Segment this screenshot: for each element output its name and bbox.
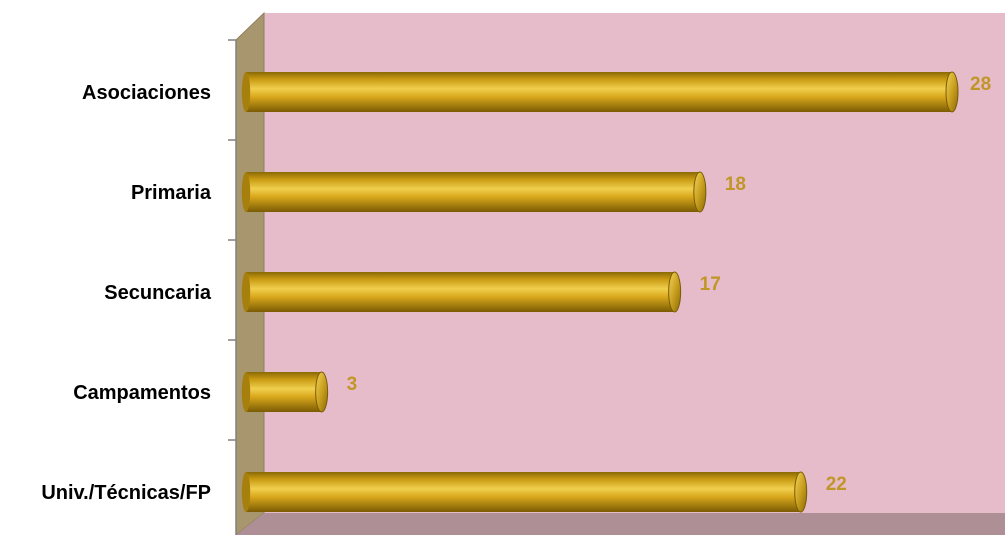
bar-base-cap: [241, 172, 251, 212]
category-label: Univ./Técnicas/FP: [41, 482, 211, 504]
bar-base-cap: [241, 372, 251, 412]
category-label: Asociaciones: [82, 82, 211, 104]
bar-base-cap: [241, 72, 251, 112]
bar: [241, 71, 959, 113]
value-label: 3: [347, 374, 358, 395]
bar-base-cap: [241, 472, 251, 512]
bar-end-cap: [794, 471, 808, 513]
plot-floor: [236, 513, 1005, 535]
category-label: Primaria: [131, 182, 212, 204]
bar-end-cap: [315, 371, 329, 413]
plot-frame: [235, 11, 1005, 535]
bar-body: [246, 172, 700, 212]
bar-body: [246, 72, 952, 112]
bar: [241, 171, 707, 213]
bar: [241, 271, 682, 313]
category-label: Secuncaria: [104, 282, 212, 304]
category-label: Campamentos: [73, 382, 211, 404]
bar-body: [246, 272, 675, 312]
plot-back-wall: [264, 13, 1005, 513]
bar-body: [246, 372, 322, 412]
bar: [241, 371, 329, 413]
bar-end-cap: [668, 271, 682, 313]
category-labels: Asociaciones Primaria Secuncaria Campamento…: [41, 82, 212, 504]
bar-base-cap: [241, 272, 251, 312]
bar: [241, 471, 808, 513]
bars: [241, 71, 959, 513]
bar-body: [246, 472, 801, 512]
value-labels: 28 18 17 3 22: [347, 74, 991, 495]
bar-end-cap: [945, 71, 959, 113]
bar-end-cap: [693, 171, 707, 213]
category-axis-ticks: [228, 39, 236, 441]
value-label: 28: [970, 74, 991, 95]
value-label: 18: [725, 174, 746, 195]
value-label: 22: [826, 474, 847, 495]
value-label: 17: [700, 274, 721, 295]
